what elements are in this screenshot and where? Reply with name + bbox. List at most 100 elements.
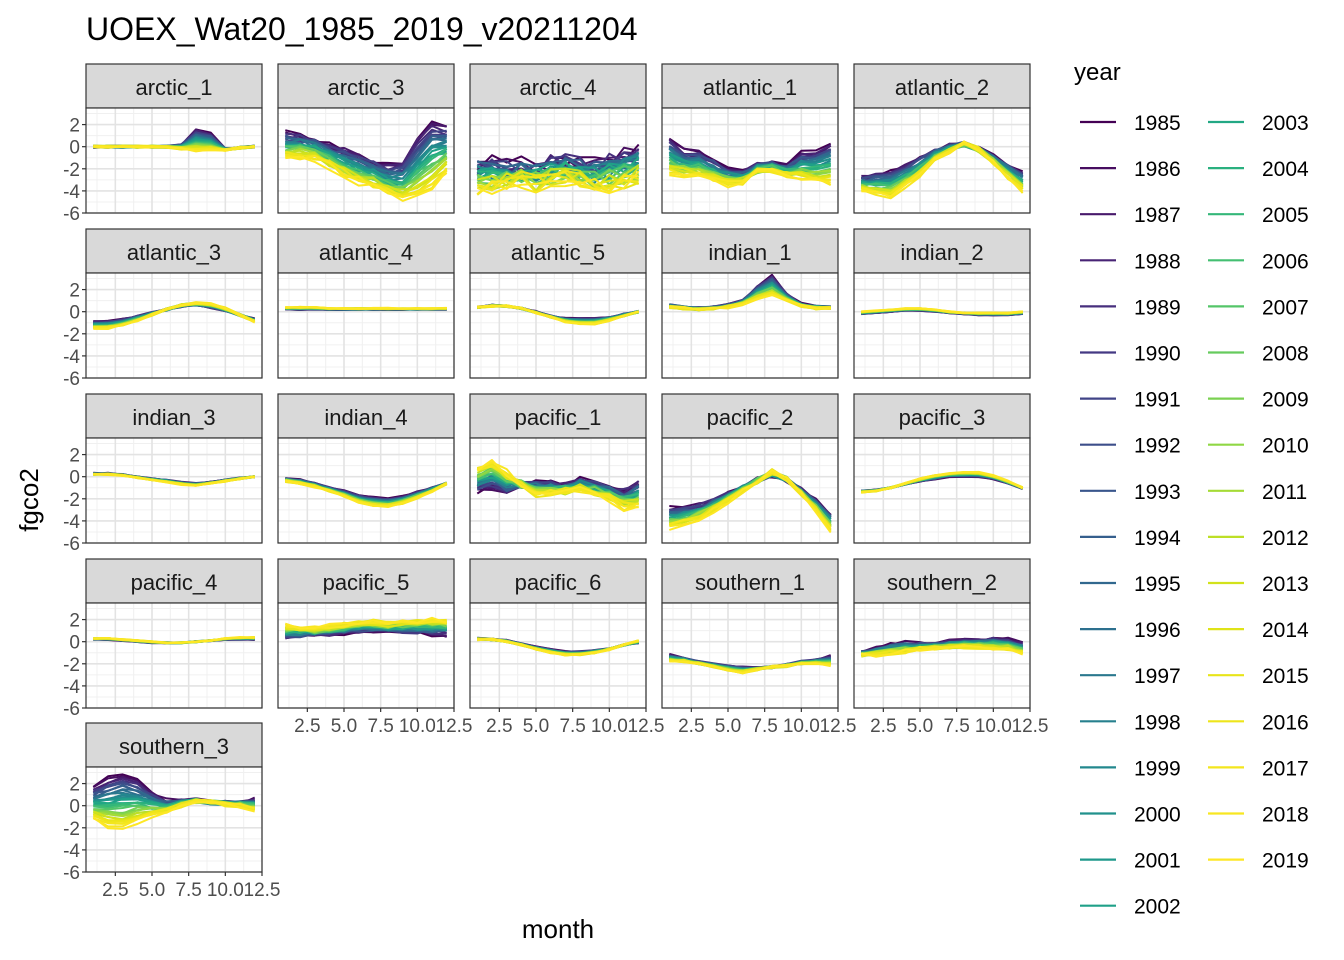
legend-title: year bbox=[1074, 59, 1121, 86]
series-lines bbox=[476, 143, 640, 196]
series-lines bbox=[860, 140, 1024, 200]
series-lines bbox=[93, 301, 256, 330]
legend-label: 1992 bbox=[1134, 435, 1181, 458]
panel-border bbox=[661, 602, 839, 709]
legend-item-2001: 2001 bbox=[1080, 850, 1181, 873]
panel-border bbox=[277, 437, 455, 544]
legend-label: 1987 bbox=[1134, 204, 1181, 227]
facet-strip bbox=[469, 558, 647, 604]
facet-strip-label: pacific_1 bbox=[515, 405, 602, 430]
panel-border bbox=[85, 107, 263, 214]
facet-panel-southern_1: southern_1 2.5 5.0 7.5 10.0 12.5 bbox=[661, 558, 856, 737]
plot-background bbox=[662, 603, 838, 708]
facet-panel-southern_2: southern_2 2.5 5.0 7.5 10.0 12.5 bbox=[853, 558, 1048, 737]
facet-strip bbox=[85, 393, 263, 439]
y-tick-label: 2 bbox=[69, 611, 80, 632]
facet-strip bbox=[277, 558, 455, 604]
series-line-2019 bbox=[93, 636, 255, 644]
y-tick-label: -4 bbox=[63, 182, 80, 203]
facet-strip bbox=[853, 63, 1031, 109]
x-tick-label: 10.0 bbox=[207, 880, 244, 901]
y-axis-label: fgco2 bbox=[14, 468, 44, 532]
facet-strip bbox=[469, 393, 647, 439]
legend-label: 1985 bbox=[1134, 112, 1181, 135]
y-tick-label: 0 bbox=[69, 633, 80, 654]
legend-label: 2008 bbox=[1262, 343, 1309, 366]
panel-border bbox=[661, 437, 839, 544]
series-line-2019 bbox=[476, 459, 639, 513]
legend-label: 1991 bbox=[1134, 389, 1181, 412]
facet-strip bbox=[853, 228, 1031, 274]
series-lines bbox=[668, 468, 832, 534]
legend-label: 1990 bbox=[1134, 343, 1181, 366]
y-tick-label: -2 bbox=[63, 655, 80, 676]
panel-border bbox=[853, 272, 1031, 379]
y-tick-label: -4 bbox=[63, 347, 80, 368]
plot-background bbox=[470, 273, 646, 378]
facet-strip bbox=[85, 558, 263, 604]
legend-item-1990: 1990 bbox=[1080, 343, 1181, 366]
legend-item-2015: 2015 bbox=[1208, 665, 1309, 688]
facet-panel-indian_2: indian_2 bbox=[853, 228, 1031, 379]
x-tick-label: 7.5 bbox=[367, 716, 393, 737]
legend-item-1999: 1999 bbox=[1080, 757, 1181, 780]
x-tick-label: 10.0 bbox=[399, 716, 436, 737]
series-line-2019 bbox=[669, 294, 831, 311]
facet-panel-indian_1: indian_1 bbox=[661, 228, 839, 379]
plot-background bbox=[470, 603, 646, 708]
legend-label: 1998 bbox=[1134, 711, 1181, 734]
facet-panel-pacific_2: pacific_2 bbox=[661, 393, 839, 544]
plot-background bbox=[662, 273, 838, 378]
facet-strip-label: pacific_4 bbox=[131, 570, 218, 595]
legend-item-2009: 2009 bbox=[1208, 389, 1309, 412]
facet-panel-atlantic_5: atlantic_5 bbox=[469, 228, 647, 379]
legend-item-1997: 1997 bbox=[1080, 665, 1181, 688]
x-tick-label: 2.5 bbox=[102, 880, 128, 901]
plot-background bbox=[278, 273, 454, 378]
panel-border bbox=[85, 602, 263, 709]
y-tick-label: 0 bbox=[69, 138, 80, 159]
facet-panel-arctic_1: arctic_1 20-2-4-6 bbox=[63, 63, 263, 225]
legend-item-2013: 2013 bbox=[1208, 573, 1309, 596]
y-tick-label: 2 bbox=[69, 775, 80, 796]
facet-strip bbox=[277, 228, 455, 274]
plot-background bbox=[854, 273, 1030, 378]
y-tick-label: 0 bbox=[69, 797, 80, 818]
x-tick-label: 5.0 bbox=[139, 880, 165, 901]
facet-panel-indian_4: indian_4 bbox=[277, 393, 455, 544]
facet-panel-pacific_6: pacific_6 2.5 5.0 7.5 10.0 12.5 bbox=[469, 558, 664, 737]
legend-item-1987: 1987 bbox=[1080, 204, 1181, 227]
x-tick-label: 10.0 bbox=[591, 716, 628, 737]
legend-label: 1994 bbox=[1134, 527, 1181, 550]
x-tick-label: 5.0 bbox=[523, 716, 549, 737]
legend-label: 2005 bbox=[1262, 204, 1309, 227]
plot-background bbox=[662, 438, 838, 543]
panel-border bbox=[853, 437, 1031, 544]
facet-strip-label: atlantic_5 bbox=[511, 240, 605, 265]
panel-border bbox=[277, 272, 455, 379]
legend-item-1994: 1994 bbox=[1080, 527, 1181, 550]
y-tick-label: -6 bbox=[63, 204, 80, 225]
legend-label: 2010 bbox=[1262, 435, 1309, 458]
legend-item-2011: 2011 bbox=[1208, 481, 1307, 504]
series-lines bbox=[92, 773, 256, 830]
legend-label: 2006 bbox=[1262, 250, 1309, 273]
series-line-2013 bbox=[285, 152, 448, 194]
y-tick-label: -6 bbox=[63, 534, 80, 555]
legend-label: 2017 bbox=[1262, 757, 1309, 780]
facet-strip-label: southern_1 bbox=[695, 570, 805, 595]
y-tick-label: -2 bbox=[63, 325, 80, 346]
series-line-2018 bbox=[285, 620, 447, 629]
x-tick-label: 2.5 bbox=[678, 716, 704, 737]
legend-label: 2016 bbox=[1262, 711, 1309, 734]
panel-border bbox=[277, 107, 455, 214]
facet-strip-label: atlantic_3 bbox=[127, 240, 221, 265]
y-tick-label: 0 bbox=[69, 468, 80, 489]
series-line-2019 bbox=[285, 479, 448, 508]
facet-strip-label: pacific_2 bbox=[707, 405, 794, 430]
x-tick-label: 2.5 bbox=[870, 716, 896, 737]
series-line-2019 bbox=[477, 304, 639, 325]
legend-item-1988: 1988 bbox=[1080, 250, 1181, 273]
facet-panel-arctic_3: arctic_3 bbox=[277, 63, 455, 214]
